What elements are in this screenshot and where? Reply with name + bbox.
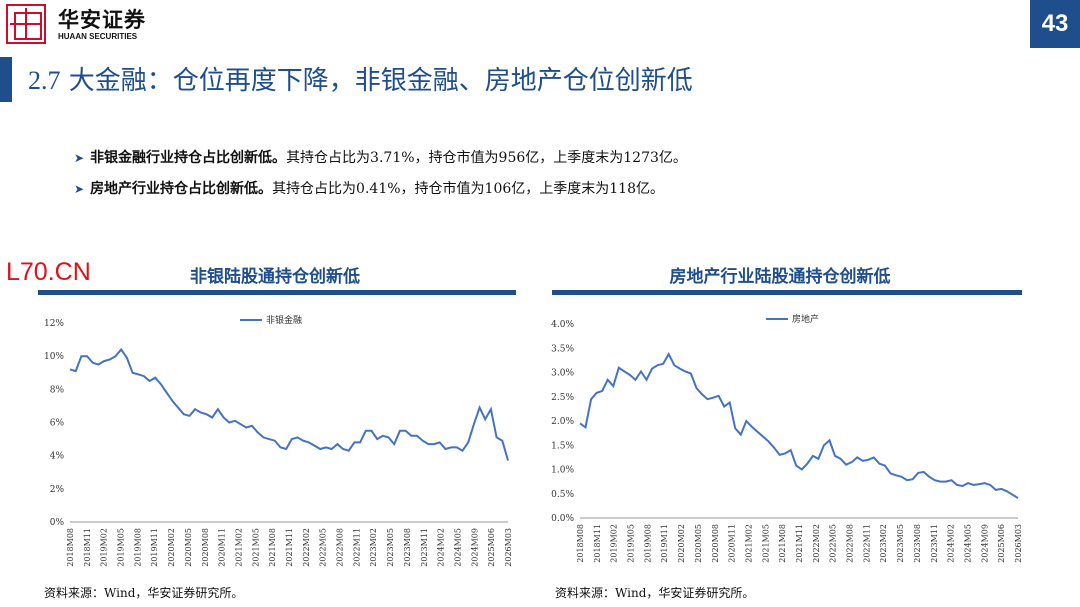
brand-name-cn: 华安证券 (58, 7, 146, 32)
y-tick-label: 2.5% (551, 393, 574, 403)
y-tick-label: 0.0% (551, 514, 574, 524)
x-tick-label: 2024M02 (437, 528, 446, 567)
series-line (579, 351, 1019, 499)
y-tick-label: 3.0% (551, 369, 574, 379)
x-tick-label: 2021M05 (251, 528, 260, 567)
x-tick-label: 2020M05 (184, 528, 193, 567)
title-accent-bar (0, 57, 12, 102)
x-tick-label: 2025M06 (487, 528, 496, 567)
y-tick-label: 8% (50, 385, 65, 395)
bullet-arrow-icon: ➤ (74, 151, 85, 165)
huaan-logo-icon (6, 4, 46, 44)
x-tick-label: 2021M08 (268, 528, 277, 567)
x-tick-label: 2019M08 (133, 528, 142, 567)
x-tick-label: 2024M09 (980, 524, 989, 563)
bullet-text: 其持仓占比为3.71%，持仓市值为956亿，上季度末为1273亿。 (286, 150, 687, 166)
x-tick-label: 2022M02 (302, 528, 311, 567)
x-tick-label: 2022M08 (336, 528, 345, 567)
y-tick-label: 4.0% (551, 320, 574, 330)
x-tick-label: 2022M05 (319, 528, 328, 567)
x-tick-label: 2023M11 (930, 524, 939, 563)
right-title-rule (552, 290, 1022, 295)
x-tick-label: 2024M02 (947, 524, 956, 563)
x-tick-label: 2018M11 (83, 528, 92, 567)
left-chart-title: 非银陆股通持仓创新低 (190, 267, 360, 287)
right-source-note: 资料来源：Wind，华安证券研究所。 (555, 586, 755, 600)
x-tick-label: 2019M02 (100, 528, 109, 567)
x-tick-label: 2018M11 (593, 524, 602, 563)
x-tick-label: 2020M11 (728, 524, 737, 563)
x-tick-label: 2018M08 (576, 524, 585, 563)
x-tick-label: 2023M02 (879, 524, 888, 563)
x-tick-label: 2024M05 (963, 524, 972, 563)
y-tick-label: 6% (50, 419, 65, 429)
section-number: 2.7 (28, 66, 61, 95)
x-tick-label: 2022M11 (352, 528, 361, 567)
y-tick-label: 1.0% (551, 466, 574, 476)
x-tick-label: 2020M02 (167, 528, 176, 567)
x-tick-label: 2021M11 (285, 528, 294, 567)
y-tick-label: 12% (44, 319, 64, 329)
x-tick-label: 2021M11 (795, 524, 804, 563)
x-tick-label: 2023M08 (403, 528, 412, 567)
y-tick-label: 2% (50, 485, 65, 495)
bullet-arrow-icon: ➤ (74, 182, 85, 196)
x-tick-label: 2022M02 (812, 524, 821, 563)
x-tick-label: 2025M06 (997, 524, 1006, 563)
bullet-item-1: ➤ 非银金融行业持仓占比创新低。其持仓占比为3.71%，持仓市值为956亿，上季度… (74, 147, 687, 167)
y-tick-label: 4% (50, 452, 65, 462)
x-tick-label: 2020M05 (694, 524, 703, 563)
x-tick-label: 2023M05 (386, 528, 395, 567)
x-tick-label: 2019M05 (117, 528, 126, 567)
x-tick-label: 2020M08 (711, 524, 720, 563)
right-line-chart: 0.0% 0.5% 1.0% 1.5% 2.0% 2.5% 3.0% 3.5% 4.0% 2018… (551, 313, 1023, 563)
x-tick-label: 2020M11 (218, 528, 227, 567)
x-tick-label: 2020M02 (677, 524, 686, 563)
brand-name-en: HUAAN SECURITIES (58, 32, 138, 41)
y-tick-label: 0% (50, 518, 65, 528)
x-tick-label: 2019M02 (610, 524, 619, 563)
x-tick-label: 2019M05 (627, 524, 636, 563)
x-tick-label: 2023M08 (913, 524, 922, 563)
y-tick-label: 0.5% (551, 490, 574, 500)
bullet-item-2: ➤ 房地产行业持仓占比创新低。其持仓占比为0.41%，持仓市值为106亿，上季度末… (74, 178, 664, 198)
bullet-lead: 非银金融行业持仓占比创新低。 (90, 150, 287, 166)
x-tick-label: 2023M02 (369, 528, 378, 567)
series-line (69, 347, 509, 461)
left-source-note: 资料来源：Wind，华安证券研究所。 (44, 586, 244, 600)
x-tick-label: 2022M08 (846, 524, 855, 563)
x-tick-label: 2021M02 (744, 524, 753, 563)
left-title-rule (38, 290, 516, 295)
page-title: 2.7 大金融：仓位再度下降，非银金融、房地产仓位创新低 (28, 60, 693, 97)
x-tick-label: 2020M08 (201, 528, 210, 567)
x-tick-label: 2024M09 (470, 528, 479, 567)
x-tick-label: 2023M05 (896, 524, 905, 563)
right-chart-title: 房地产行业陆股通持仓创新低 (669, 267, 891, 287)
page-number: 43 (1030, 0, 1080, 48)
y-tick-label: 2.0% (551, 417, 574, 427)
x-tick-label: 2024M05 (453, 528, 462, 567)
x-tick-label: 2021M02 (234, 528, 243, 567)
x-tick-label: 2023M11 (420, 528, 429, 567)
x-tick-label: 2026M03 (1014, 524, 1023, 563)
x-tick-label: 2021M08 (778, 524, 787, 563)
bullet-lead: 房地产行业持仓占比创新低。 (90, 181, 273, 197)
x-tick-label: 2022M05 (829, 524, 838, 563)
x-tick-label: 2019M08 (643, 524, 652, 563)
x-tick-label: 2018M08 (66, 528, 75, 567)
watermark-text: L70.CN (6, 258, 91, 286)
left-line-chart: 0% 2% 4% 6% 8% 10% 12% 2018M08 2018M11 2019M02 201… (44, 314, 513, 567)
y-tick-label: 10% (44, 352, 64, 362)
title-text: 大金融：仓位再度下降，非银金融、房地产仓位创新低 (68, 66, 693, 96)
x-tick-label: 2026M03 (504, 528, 513, 567)
x-tick-label: 2019M11 (150, 528, 159, 567)
legend-label: 非银金融 (266, 314, 302, 326)
y-tick-label: 1.5% (551, 441, 574, 451)
x-tick-label: 2019M11 (660, 524, 669, 563)
legend-label: 房地产 (792, 313, 819, 325)
bullet-text: 其持仓占比为0.41%，持仓市值为106亿，上季度末为118亿。 (272, 181, 664, 197)
y-tick-label: 3.5% (551, 344, 574, 354)
x-tick-label: 2022M11 (862, 524, 871, 563)
x-tick-label: 2021M05 (761, 524, 770, 563)
